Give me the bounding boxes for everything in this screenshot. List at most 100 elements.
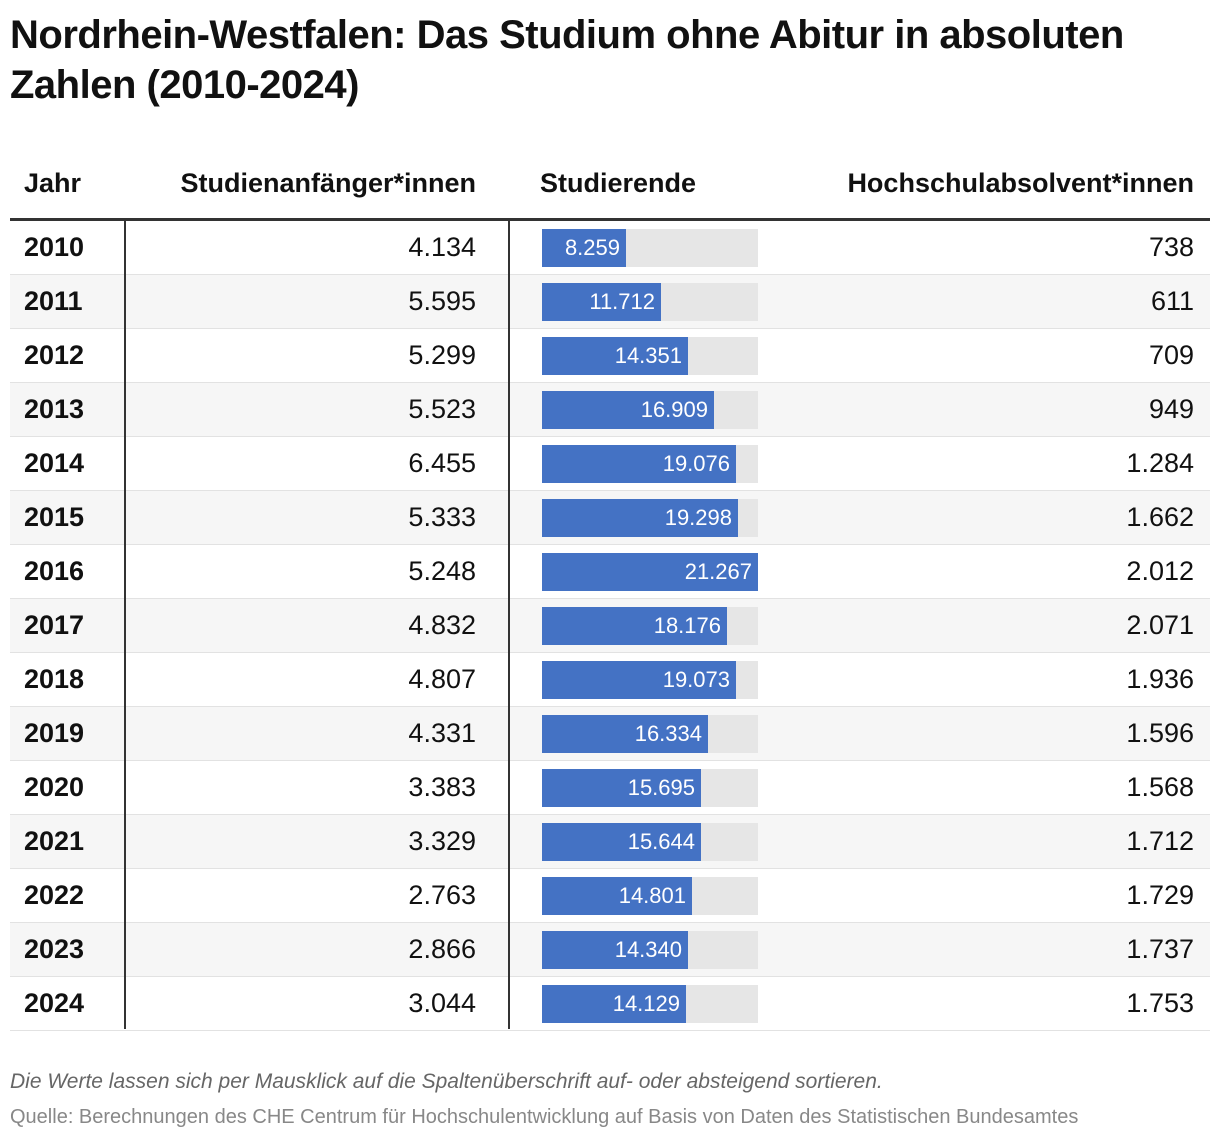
bar-label-studierende: 11.712 bbox=[589, 289, 655, 314]
bar-studierende bbox=[542, 823, 701, 861]
source-note: Quelle: Berechnungen des CHE Centrum für… bbox=[10, 1106, 1079, 1128]
table-row: 2015 5.333 19.298 1.662 bbox=[10, 491, 1210, 545]
column-header-studienanfaenger[interactable]: Studienanfänger*innen bbox=[180, 168, 476, 198]
table-row: 2018 4.807 19.073 1.936 bbox=[10, 653, 1210, 707]
cell-absolventen: 1.596 bbox=[1126, 718, 1194, 748]
bar-studierende bbox=[542, 553, 758, 591]
bar-track: 8.259 bbox=[542, 229, 758, 267]
bar-label-studierende: 19.298 bbox=[664, 505, 732, 530]
cell-studienanfaenger: 2.866 bbox=[408, 934, 476, 964]
bar-track: 15.644 bbox=[542, 823, 758, 861]
bar-label-studierende: 14.351 bbox=[614, 343, 682, 368]
cell-studienanfaenger: 2.763 bbox=[408, 880, 476, 910]
table-row: 2021 3.329 15.644 1.712 bbox=[10, 815, 1210, 869]
bar-track: 16.334 bbox=[542, 715, 758, 753]
cell-studienanfaenger: 3.383 bbox=[408, 772, 476, 802]
table-body: 2010 4.134 8.259 738 2011 5.595 11.712 611 2012 5… bbox=[10, 221, 1210, 1031]
bar-track: 14.801 bbox=[542, 877, 758, 915]
bar-studierende bbox=[542, 337, 688, 375]
bar-track: 14.129 bbox=[542, 985, 758, 1023]
data-table: Jahr Studienanfänger*innen Studierende H… bbox=[10, 158, 1210, 1031]
cell-jahr: 2019 bbox=[24, 718, 85, 748]
bar-studierende bbox=[542, 985, 686, 1023]
cell-jahr: 2014 bbox=[24, 448, 85, 478]
table-row: 2022 2.763 14.801 1.729 bbox=[10, 869, 1210, 923]
cell-studienanfaenger: 5.333 bbox=[408, 502, 476, 532]
bar-studierende bbox=[542, 931, 688, 969]
bar-studierende bbox=[542, 229, 626, 267]
cell-jahr: 2017 bbox=[24, 610, 85, 640]
cell-jahr: 2016 bbox=[24, 556, 85, 586]
cell-absolventen: 709 bbox=[1148, 340, 1194, 370]
table-row: 2023 2.866 14.340 1.737 bbox=[10, 923, 1210, 977]
bar-studierende bbox=[542, 877, 692, 915]
bar-label-studierende: 15.644 bbox=[627, 829, 695, 854]
bar-label-studierende: 21.267 bbox=[684, 559, 752, 584]
column-header-jahr[interactable]: Jahr bbox=[24, 168, 82, 198]
bar-label-studierende: 14.801 bbox=[618, 883, 686, 908]
cell-jahr: 2013 bbox=[24, 394, 85, 424]
column-divider bbox=[508, 221, 510, 1029]
bar-track: 14.351 bbox=[542, 337, 758, 375]
table-row: 2019 4.331 16.334 1.596 bbox=[10, 707, 1210, 761]
cell-absolventen: 2.071 bbox=[1126, 610, 1194, 640]
table-header: Jahr Studienanfänger*innen Studierende H… bbox=[10, 158, 1210, 221]
table-row: 2013 5.523 16.909 949 bbox=[10, 383, 1210, 437]
cell-studienanfaenger: 4.807 bbox=[408, 664, 476, 694]
cell-absolventen: 949 bbox=[1148, 394, 1194, 424]
cell-absolventen: 1.662 bbox=[1126, 502, 1194, 532]
bar-studierende bbox=[542, 607, 727, 645]
bar-label-studierende: 14.340 bbox=[614, 937, 682, 962]
cell-absolventen: 2.012 bbox=[1126, 556, 1194, 586]
cell-studienanfaenger: 5.595 bbox=[408, 286, 476, 316]
table-row: 2020 3.383 15.695 1.568 bbox=[10, 761, 1210, 815]
cell-absolventen: 1.936 bbox=[1126, 664, 1194, 694]
bar-label-studierende: 19.073 bbox=[662, 667, 730, 692]
table-row: 2017 4.832 18.176 2.071 bbox=[10, 599, 1210, 653]
bar-label-studierende: 16.909 bbox=[640, 397, 708, 422]
bar-track: 14.340 bbox=[542, 931, 758, 969]
table-row: 2014 6.455 19.076 1.284 bbox=[10, 437, 1210, 491]
cell-studienanfaenger: 4.832 bbox=[408, 610, 476, 640]
cell-absolventen: 611 bbox=[1150, 286, 1194, 316]
bar-label-studierende: 8.259 bbox=[564, 235, 620, 260]
table-row: 2011 5.595 11.712 611 bbox=[10, 275, 1210, 329]
bar-track: 19.076 bbox=[542, 445, 758, 483]
cell-jahr: 2018 bbox=[24, 664, 85, 694]
cell-jahr: 2010 bbox=[24, 232, 85, 262]
cell-absolventen: 1.568 bbox=[1126, 772, 1194, 802]
cell-studienanfaenger: 5.248 bbox=[408, 556, 476, 586]
sort-note: Die Werte lassen sich per Mausklick auf … bbox=[10, 1070, 883, 1093]
cell-absolventen: 1.753 bbox=[1126, 988, 1194, 1018]
bar-track: 21.267 bbox=[542, 553, 758, 591]
column-header-studierende[interactable]: Studierende bbox=[540, 168, 697, 198]
bar-label-studierende: 16.334 bbox=[634, 721, 702, 746]
bar-studierende bbox=[542, 715, 708, 753]
bar-label-studierende: 14.129 bbox=[612, 991, 680, 1016]
bar-label-studierende: 18.176 bbox=[653, 613, 721, 638]
table-row: 2010 4.134 8.259 738 bbox=[10, 221, 1210, 275]
bar-track: 11.712 bbox=[542, 283, 758, 321]
cell-studienanfaenger: 6.455 bbox=[408, 448, 476, 478]
column-divider bbox=[124, 221, 126, 1029]
table-row: 2016 5.248 21.267 2.012 bbox=[10, 545, 1210, 599]
cell-jahr: 2022 bbox=[24, 880, 85, 910]
bar-studierende bbox=[542, 445, 736, 483]
bar-studierende bbox=[542, 391, 714, 429]
cell-absolventen: 1.284 bbox=[1126, 448, 1194, 478]
cell-studienanfaenger: 3.044 bbox=[408, 988, 476, 1018]
bar-label-studierende: 15.695 bbox=[627, 775, 695, 800]
cell-studienanfaenger: 4.134 bbox=[408, 232, 476, 262]
column-header-absolventen[interactable]: Hochschulabsolvent*innen bbox=[847, 168, 1194, 198]
bar-track: 18.176 bbox=[542, 607, 758, 645]
cell-absolventen: 1.729 bbox=[1126, 880, 1194, 910]
table-row: 2024 3.044 14.129 1.753 bbox=[10, 977, 1210, 1031]
cell-studienanfaenger: 3.329 bbox=[408, 826, 476, 856]
cell-jahr: 2021 bbox=[24, 826, 85, 856]
cell-absolventen: 1.712 bbox=[1126, 826, 1194, 856]
cell-jahr: 2012 bbox=[24, 340, 85, 370]
cell-absolventen: 738 bbox=[1148, 232, 1194, 262]
cell-studienanfaenger: 5.299 bbox=[408, 340, 476, 370]
cell-jahr: 2011 bbox=[24, 286, 83, 316]
cell-jahr: 2024 bbox=[24, 988, 85, 1018]
